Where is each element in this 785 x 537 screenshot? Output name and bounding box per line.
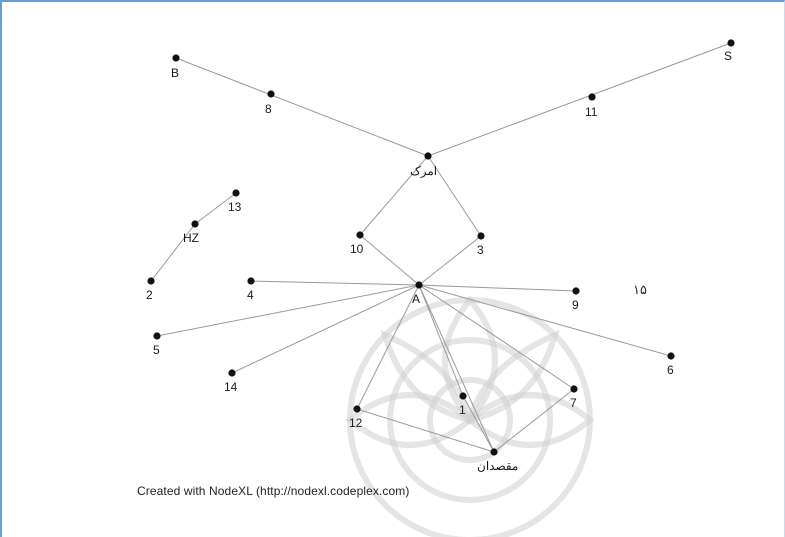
node-2: 2 [146, 277, 155, 302]
node-dot [570, 385, 578, 393]
nodexl-caption: Created with NodeXL (http://nodexl.codep… [137, 484, 410, 498]
node-dot [356, 231, 364, 239]
node-label: 8 [265, 102, 272, 116]
node-dot [490, 448, 498, 456]
edge-A-4 [250, 280, 420, 286]
edge-B-hub [175, 57, 429, 157]
watermark-rosette [345, 295, 595, 537]
node-label: HZ [183, 231, 199, 245]
node-label: 2 [146, 288, 153, 302]
node-label: 5 [153, 343, 160, 357]
node-label: 14 [224, 380, 238, 394]
node-dot [247, 277, 255, 285]
node-8: 8 [265, 90, 275, 116]
edge-A-6 [418, 284, 672, 357]
node-dot [267, 90, 275, 98]
edge-7-bottom [493, 388, 575, 453]
node-label: 3 [477, 243, 484, 257]
edge-A-14 [231, 284, 420, 374]
node-hub: امرک [410, 152, 437, 178]
node-B: B [171, 54, 180, 80]
node-label: 11 [585, 105, 598, 119]
node-13: 13 [228, 189, 242, 214]
node-12: 12 [349, 405, 363, 430]
edge-A-7 [418, 284, 575, 390]
node-label: امرک [410, 164, 437, 178]
node-label: 10 [350, 242, 364, 256]
node-A: A [412, 281, 423, 306]
node-3: 3 [477, 232, 485, 257]
node-5: 5 [153, 332, 161, 357]
node-label: 4 [247, 288, 254, 302]
edge-hub-10 [359, 155, 429, 236]
node-label: 1 [459, 403, 466, 417]
node-label: S [724, 49, 732, 63]
node-dot [147, 277, 155, 285]
nodes-layer: B 8 S 11 امرک 13 HZ 2 10 3 4 A 9 5 6 14 12 1 7 مقصدان [146, 39, 735, 473]
node-4: 4 [247, 277, 255, 302]
edge-HZ-2 [150, 223, 196, 282]
node-dot [153, 332, 161, 340]
node-10: 10 [350, 231, 364, 256]
edge-10-A [359, 234, 420, 286]
node-11: 11 [585, 93, 598, 119]
node-dot [424, 152, 432, 160]
edge-A-9 [418, 284, 577, 292]
page-number: ۱۵ [633, 282, 647, 297]
node-6: 6 [667, 352, 675, 377]
node-dot [415, 281, 423, 289]
edge-12-bottom [356, 408, 495, 453]
edge-hub-3 [427, 155, 482, 237]
node-S: S [724, 39, 735, 63]
node-dot [667, 352, 675, 360]
edge-A-1 [418, 284, 464, 397]
edges-layer [150, 42, 732, 453]
node-label: 6 [667, 363, 674, 377]
edge-A-bottom [418, 284, 495, 453]
edge-A-5 [156, 284, 420, 337]
node-dot [588, 93, 596, 101]
node-dot [232, 189, 240, 197]
node-1: 1 [459, 392, 467, 417]
edge-1-bottom [462, 395, 495, 453]
node-label: 12 [349, 416, 363, 430]
node-label: 13 [228, 200, 242, 214]
node-label: B [171, 66, 179, 80]
node-dot [191, 220, 199, 228]
node-dot [727, 39, 735, 47]
node-dot [353, 405, 361, 413]
node-dot [477, 232, 485, 240]
node-label: 7 [570, 396, 577, 410]
node-dot [172, 54, 180, 62]
node-dot [572, 287, 580, 295]
edge-3-A [418, 235, 482, 286]
edge-S-hub [427, 42, 732, 157]
node-dot [459, 392, 467, 400]
edge-13-HZ [194, 192, 237, 225]
node-bottom: مقصدان [477, 448, 518, 473]
node-7: 7 [570, 385, 578, 410]
node-HZ: HZ [183, 220, 199, 245]
node-label: 9 [572, 298, 579, 312]
node-14: 14 [224, 369, 238, 394]
node-label: A [412, 292, 420, 306]
edge-A-12 [356, 284, 420, 410]
node-9: 9 [572, 287, 580, 312]
node-label: مقصدان [477, 459, 518, 473]
node-dot [228, 369, 236, 377]
